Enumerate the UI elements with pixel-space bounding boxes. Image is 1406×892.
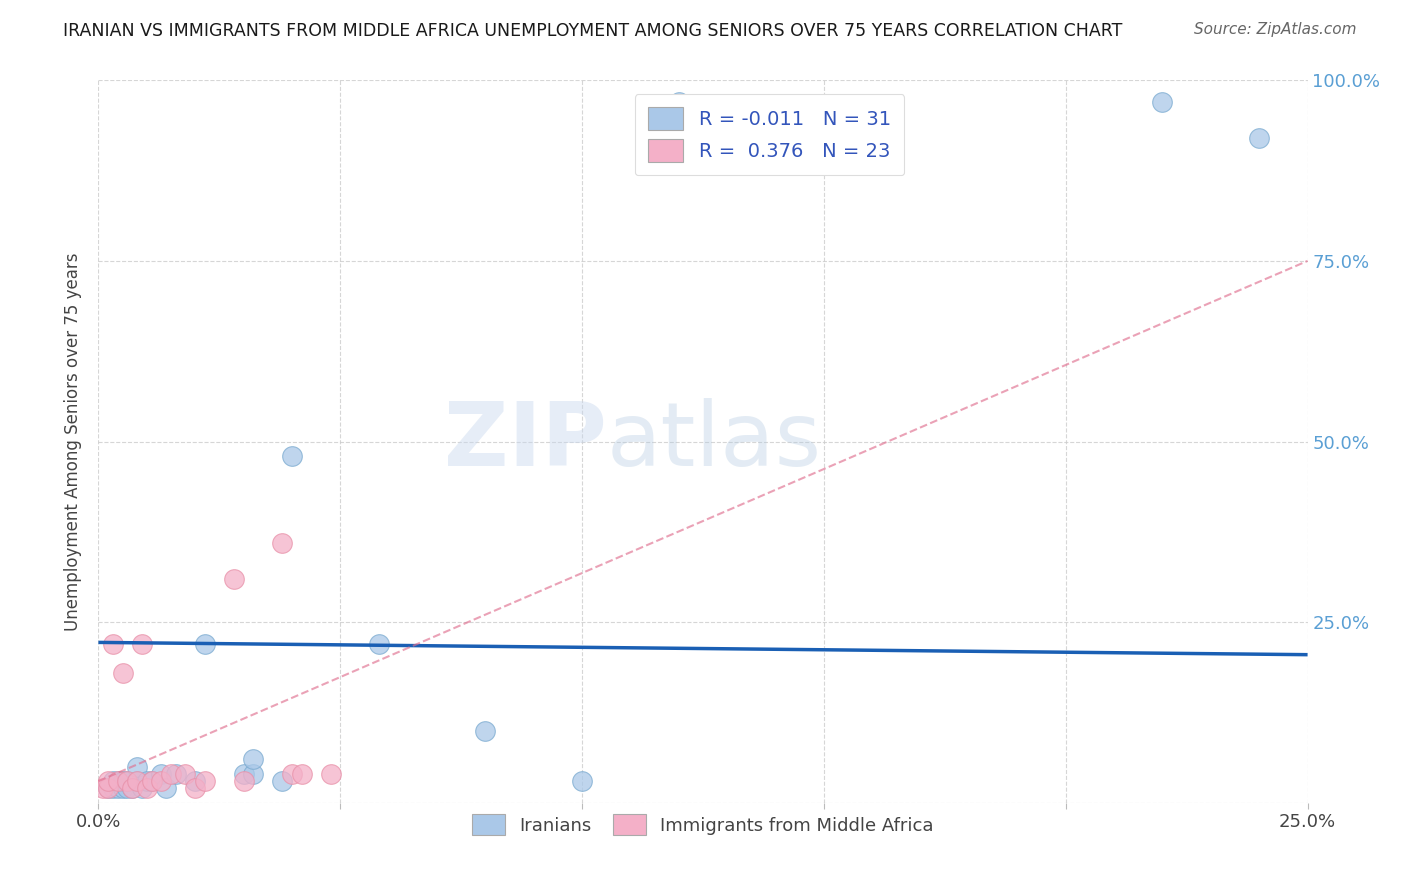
Point <box>135 774 157 789</box>
Point <box>368 637 391 651</box>
Text: atlas: atlas <box>606 398 821 485</box>
Point <box>474 723 496 738</box>
Point <box>107 781 129 796</box>
Point <box>131 781 153 796</box>
Point <box>281 449 304 463</box>
Point <box>160 767 183 781</box>
Point <box>155 781 177 796</box>
Point <box>127 774 149 789</box>
Point <box>141 774 163 789</box>
Point <box>117 774 139 789</box>
Point <box>281 767 304 781</box>
Text: ZIP: ZIP <box>443 398 606 485</box>
Point <box>271 535 294 549</box>
Point <box>232 774 254 789</box>
Point <box>111 781 134 796</box>
Point <box>184 781 207 796</box>
Point <box>194 774 217 789</box>
Point <box>97 774 120 789</box>
Point <box>242 767 264 781</box>
Point <box>127 760 149 774</box>
Point <box>668 95 690 109</box>
Point <box>571 774 593 789</box>
Text: Source: ZipAtlas.com: Source: ZipAtlas.com <box>1194 22 1357 37</box>
Point <box>127 774 149 789</box>
Point <box>111 774 134 789</box>
Point <box>141 774 163 789</box>
Legend: Iranians, Immigrants from Middle Africa: Iranians, Immigrants from Middle Africa <box>461 804 945 846</box>
Point <box>1152 95 1174 109</box>
Point <box>1249 131 1271 145</box>
Point <box>101 774 124 789</box>
Point <box>97 781 120 796</box>
Point <box>165 767 187 781</box>
Point <box>131 637 153 651</box>
Point <box>107 774 129 789</box>
Point <box>97 781 120 796</box>
Point <box>194 637 217 651</box>
Point <box>121 781 143 796</box>
Text: IRANIAN VS IMMIGRANTS FROM MIDDLE AFRICA UNEMPLOYMENT AMONG SENIORS OVER 75 YEAR: IRANIAN VS IMMIGRANTS FROM MIDDLE AFRICA… <box>63 22 1122 40</box>
Point <box>107 774 129 789</box>
Point <box>222 572 245 586</box>
Y-axis label: Unemployment Among Seniors over 75 years: Unemployment Among Seniors over 75 years <box>65 252 83 631</box>
Point <box>242 752 264 766</box>
Point <box>184 774 207 789</box>
Point <box>150 767 173 781</box>
Point <box>91 781 114 796</box>
Point <box>101 781 124 796</box>
Point <box>271 774 294 789</box>
Point <box>290 767 312 781</box>
Point <box>117 781 139 796</box>
Point <box>111 665 134 680</box>
Point <box>232 767 254 781</box>
Point <box>174 767 197 781</box>
Point <box>121 781 143 796</box>
Point <box>101 637 124 651</box>
Point <box>135 781 157 796</box>
Point <box>117 774 139 789</box>
Point <box>319 767 342 781</box>
Point <box>150 774 173 789</box>
